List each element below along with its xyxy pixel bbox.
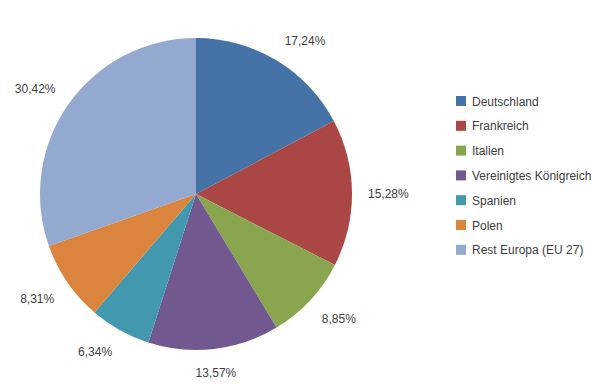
legend-label: Rest Europa (EU 27) <box>472 243 583 257</box>
legend-swatch <box>456 245 466 255</box>
legend-label: Deutschland <box>472 95 539 109</box>
legend-swatch <box>456 146 466 156</box>
legend: Deutschland Frankreich Italien Vereinigtes … <box>456 95 591 258</box>
data-label: 30,42% <box>15 82 56 96</box>
legend-swatch <box>456 121 466 131</box>
legend-label: Italien <box>472 144 504 158</box>
legend-swatch <box>456 170 466 180</box>
data-label: 6,34% <box>78 345 112 359</box>
legend-label: Vereinigtes Königreich <box>472 169 591 183</box>
legend-swatch <box>456 96 466 106</box>
pie-slice <box>40 38 196 246</box>
data-labels: 17,24% 15,28% 8,85% 13,57% 6,34% 8,31% 30,42% <box>15 34 409 380</box>
legend-swatch <box>456 195 466 205</box>
data-label: 17,24% <box>285 34 326 48</box>
chart: 17,24% 15,28% 8,85% 13,57% 6,34% 8,31% 30,42% D… <box>0 0 600 386</box>
legend-label: Spanien <box>472 194 516 208</box>
chart-container: 17,24% 15,28% 8,85% 13,57% 6,34% 8,31% 30,42% D… <box>0 0 600 386</box>
legend-label: Polen <box>472 219 503 233</box>
legend-label: Frankreich <box>472 119 529 133</box>
legend-swatch <box>456 220 466 230</box>
data-label: 13,57% <box>196 366 237 380</box>
data-label: 8,85% <box>322 312 356 326</box>
data-label: 15,28% <box>368 187 409 201</box>
slices <box>40 38 352 350</box>
data-label: 8,31% <box>20 292 54 306</box>
